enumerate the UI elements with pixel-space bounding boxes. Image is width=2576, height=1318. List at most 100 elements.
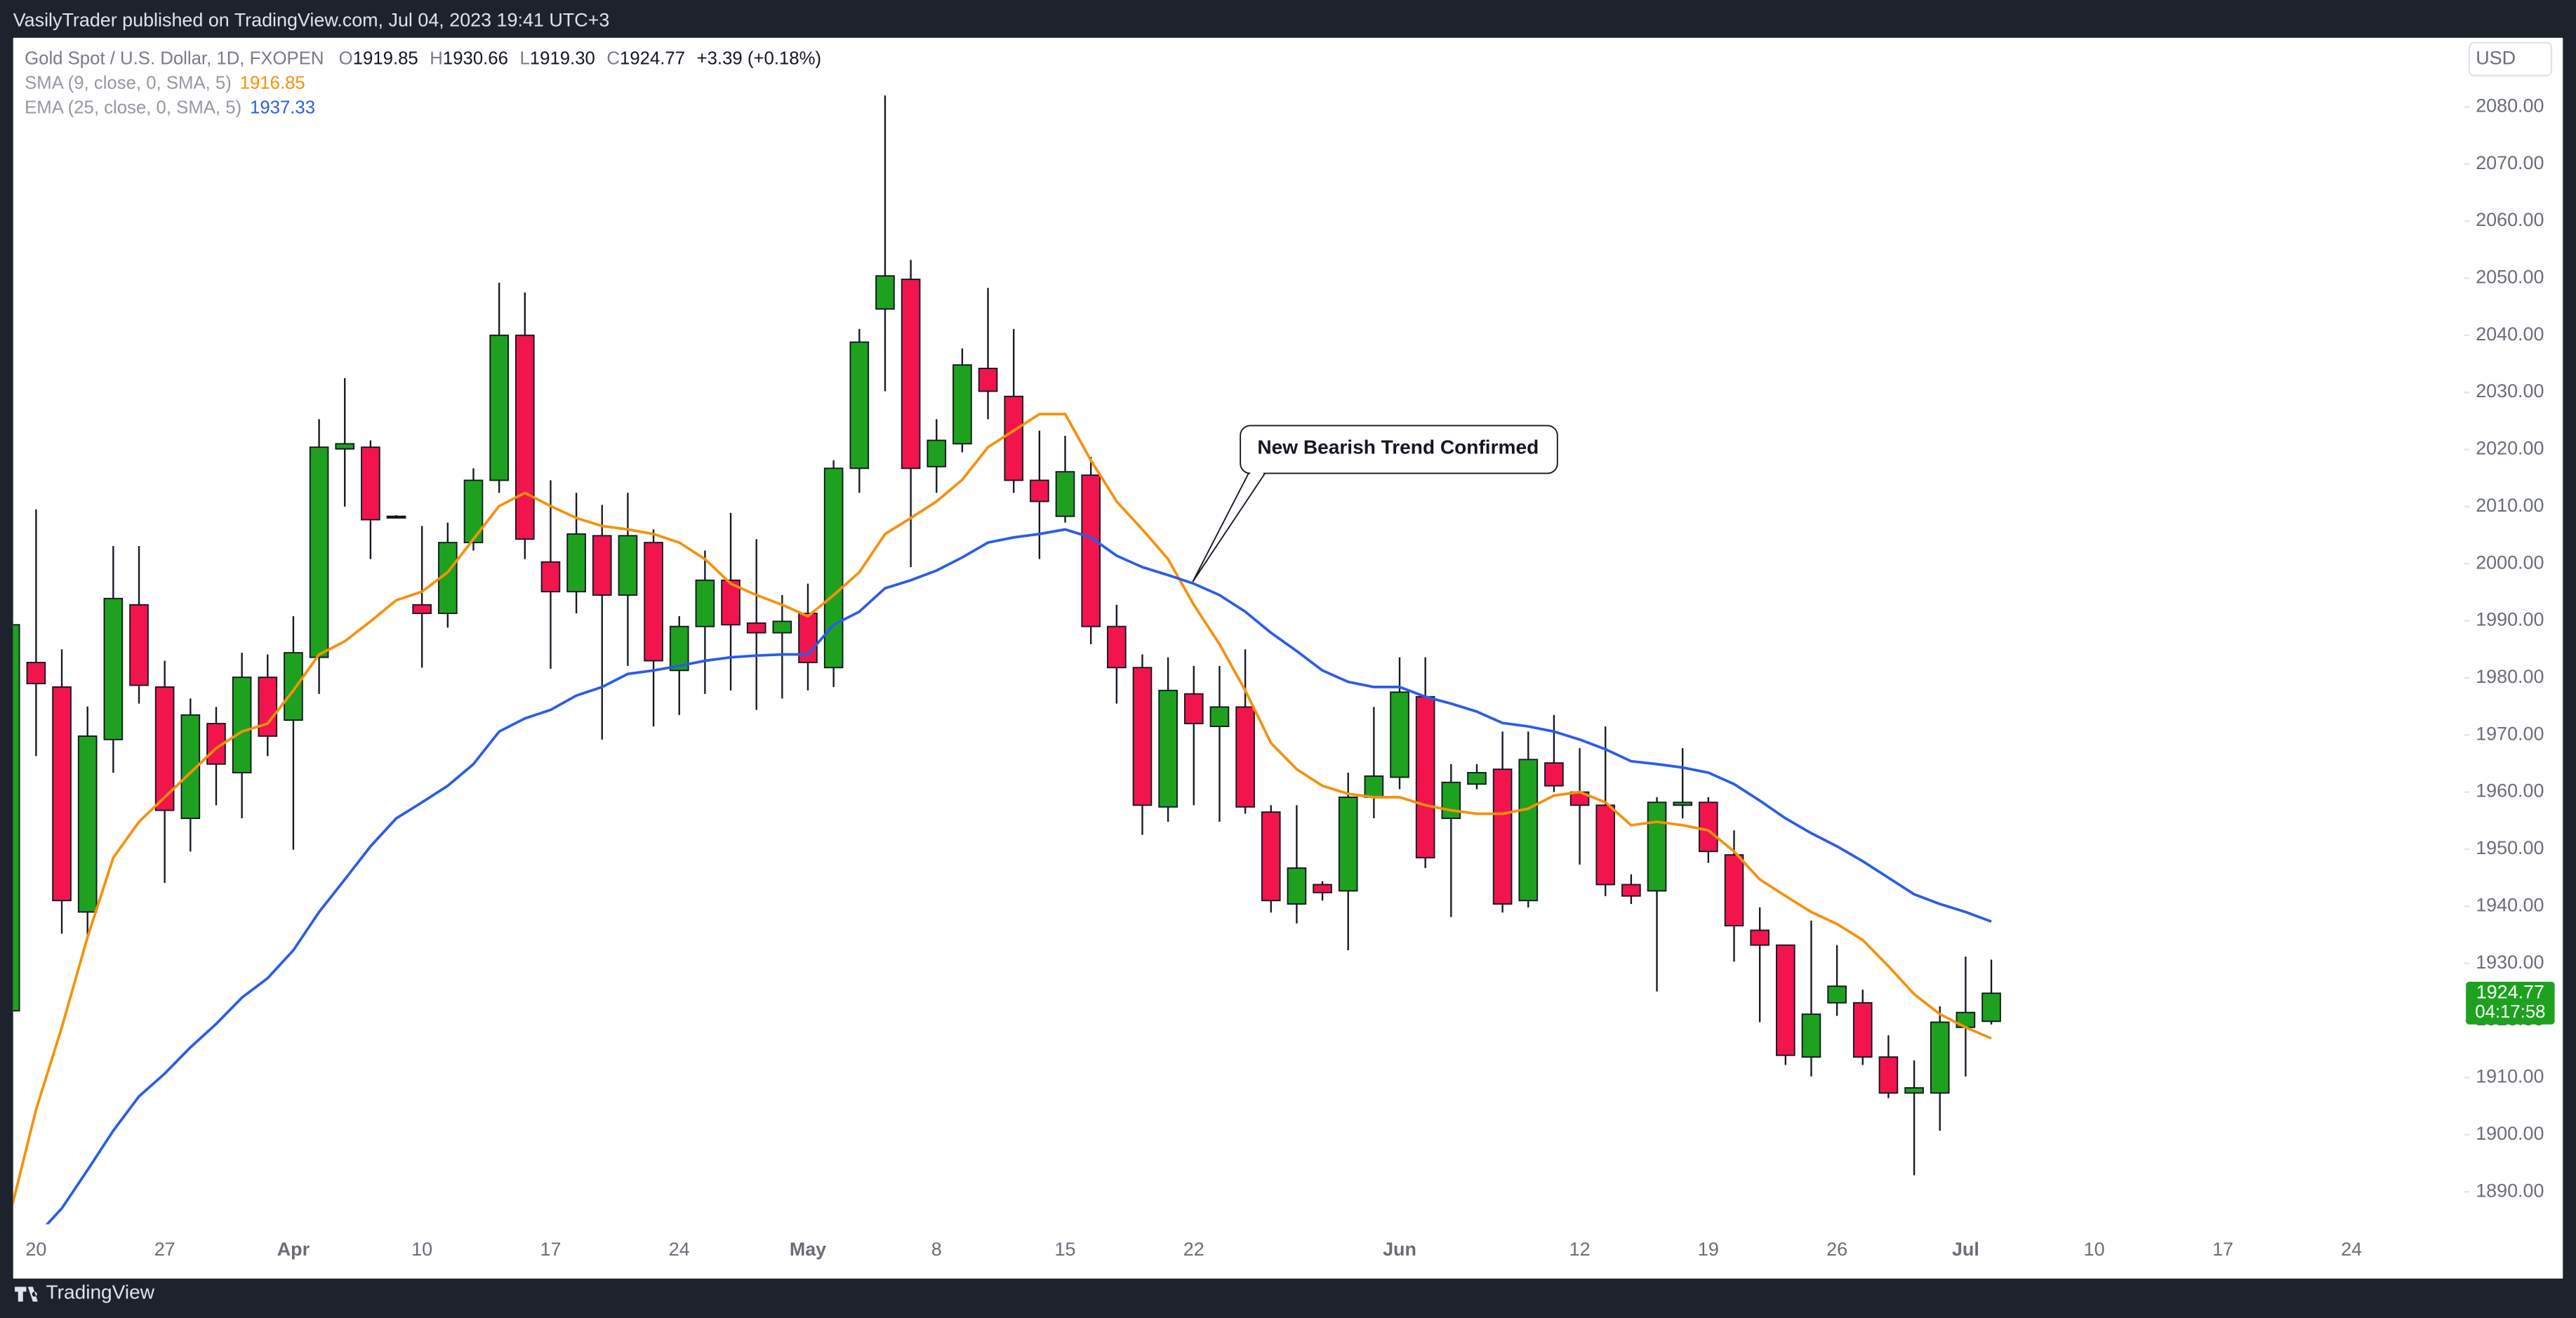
candle-body <box>1827 985 1847 1004</box>
indicator-line <box>13 413 1992 1208</box>
candle-body <box>1107 625 1127 669</box>
candle-body <box>1364 775 1384 798</box>
x-tick-label: 19 <box>1698 1239 1719 1260</box>
y-tick-label: 1890.00 <box>2476 1180 2544 1201</box>
footer-logo: TradingView <box>15 1281 155 1303</box>
candle-body <box>309 446 329 658</box>
ema-value: 1937.33 <box>250 98 315 117</box>
x-tick-label: 24 <box>2341 1239 2362 1260</box>
y-tick-label: 2080.00 <box>2476 95 2544 116</box>
y-tick-label: 1970.00 <box>2476 723 2544 744</box>
candle-body <box>1004 395 1024 481</box>
y-tick-label: 1940.00 <box>2476 894 2544 915</box>
annotation-text: New Bearish Trend Confirmed <box>1257 437 1539 458</box>
y-tick-label: 2000.00 <box>2476 552 2544 573</box>
x-tick-label: 24 <box>669 1239 690 1260</box>
candle-body <box>1904 1087 1924 1094</box>
plot <box>13 95 2001 1225</box>
y-tick-label: 2020.00 <box>2476 438 2544 459</box>
publisher-line: VasilyTrader published on TradingView.co… <box>13 10 610 31</box>
candle-body <box>1930 1021 1950 1094</box>
candle-body <box>669 625 689 672</box>
y-tick-label: 1900.00 <box>2476 1123 2544 1144</box>
y-tick-label: 2050.00 <box>2476 266 2544 287</box>
candle-body <box>489 334 509 481</box>
candle-body <box>1055 471 1075 517</box>
candle-body <box>26 662 46 684</box>
candle-body <box>1673 801 1693 806</box>
y-tick-label: 2060.00 <box>2476 209 2544 230</box>
y-tick-label: 2040.00 <box>2476 324 2544 345</box>
x-tick-label: 17 <box>2212 1239 2233 1260</box>
candle-body <box>232 677 252 773</box>
candle-body <box>978 367 998 392</box>
y-tick-label: 1930.00 <box>2476 952 2544 973</box>
candle-body <box>772 620 792 634</box>
candle-body <box>618 535 638 596</box>
candle-body <box>1338 797 1358 892</box>
candle-body <box>1492 768 1513 905</box>
y-tick-label: 2030.00 <box>2476 380 2544 401</box>
candle-body <box>103 597 124 740</box>
sma-name: SMA (9, close, 0, SMA, 5) <box>25 73 232 93</box>
y-tick-label: 1950.00 <box>2476 837 2544 858</box>
candle-body <box>361 446 380 521</box>
annotation-box <box>1240 425 1558 474</box>
x-tick-label: 22 <box>1183 1239 1204 1260</box>
candle-body <box>566 533 586 592</box>
candle-body <box>1724 854 1744 926</box>
candle-body <box>1647 801 1667 892</box>
currency-box[interactable] <box>2468 41 2553 76</box>
sma-value: 1916.85 <box>240 73 305 93</box>
candle-body <box>1313 884 1332 893</box>
candle-body <box>1518 759 1539 902</box>
price-tag-value: 1924.77 <box>2476 981 2544 1002</box>
l-value: 1919.30 <box>530 48 595 68</box>
candle-body <box>463 479 484 544</box>
x-tick-label: 20 <box>25 1239 46 1260</box>
candle-body <box>386 515 406 519</box>
logo-mark <box>15 1286 38 1302</box>
symbol: Gold Spot / U.S. Dollar, 1D, FXOPEN <box>25 48 324 68</box>
candle-body <box>592 535 612 596</box>
x-tick-label: Jun <box>1383 1239 1416 1260</box>
candle-body <box>1030 479 1049 502</box>
candle-body <box>901 279 921 470</box>
candle-body <box>335 443 355 450</box>
candle-body <box>1467 772 1487 785</box>
candle-body <box>1981 992 2001 1023</box>
ema-legend: EMA (25, close, 0, SMA, 5) 1937.33 <box>25 98 315 117</box>
candle-body <box>1183 693 1204 724</box>
y-tick-label: 2010.00 <box>2476 495 2544 516</box>
candle-body <box>13 624 20 1012</box>
x-tick-label: 10 <box>2084 1239 2105 1260</box>
candle-body <box>284 652 303 721</box>
candle-body <box>1878 1056 1899 1094</box>
x-tick-label: May <box>790 1239 826 1260</box>
candle-body <box>1699 801 1718 853</box>
ema-name: EMA (25, close, 0, SMA, 5) <box>25 98 241 117</box>
y-tick-label: 1980.00 <box>2476 666 2544 687</box>
y-tick-label: 1990.00 <box>2476 609 2544 630</box>
indicator-line <box>45 528 1992 1225</box>
candle-body <box>1287 867 1307 905</box>
candle-body <box>515 334 535 540</box>
candle-body <box>52 686 72 902</box>
h-value: 1930.66 <box>443 48 508 68</box>
l-letter: L <box>519 48 529 68</box>
h-letter: H <box>430 48 443 68</box>
candle-body <box>258 677 278 737</box>
candle-body <box>1158 689 1178 808</box>
sma-legend: SMA (9, close, 0, SMA, 5) 1916.85 <box>25 73 305 93</box>
x-tick-label: 27 <box>154 1239 175 1260</box>
annotation: New Bearish Trend Confirmed <box>1192 425 1558 583</box>
candle-body <box>1750 929 1770 946</box>
candle-body <box>1621 884 1641 897</box>
candle-body <box>875 275 895 310</box>
o-letter: O <box>339 48 353 68</box>
candle-body <box>746 622 766 634</box>
x-tick-label: 15 <box>1055 1239 1076 1260</box>
currency[interactable]: USD <box>2476 47 2516 68</box>
candle-body <box>1235 706 1255 808</box>
